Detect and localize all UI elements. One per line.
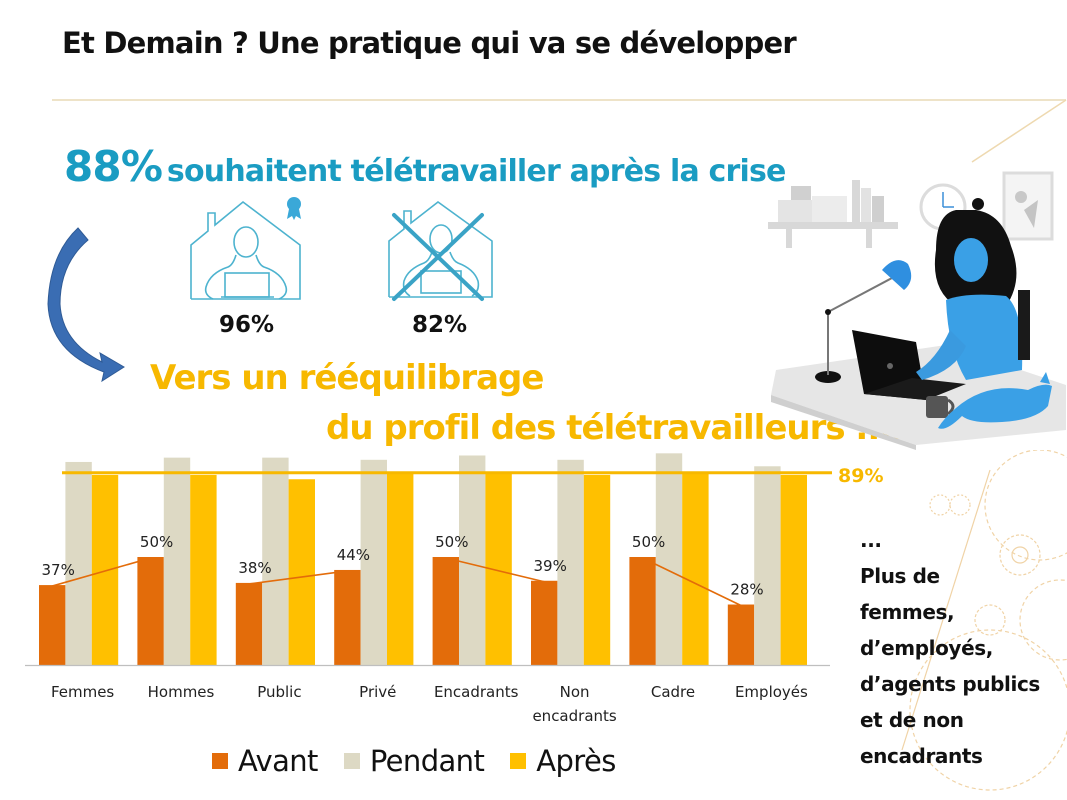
- headline-text: souhaitent télétravailler après la crise: [166, 154, 786, 189]
- legend-item-avant: Avant: [212, 744, 318, 778]
- bar-apres-1: [190, 474, 217, 665]
- picture-frame-icon: [1002, 171, 1054, 241]
- home-worker-award-icon: [190, 197, 301, 300]
- side-note-line: d’employés,: [860, 636, 993, 660]
- bar-pendant-1: [163, 457, 191, 665]
- side-note-line: femmes,: [860, 600, 955, 624]
- data-label-avant-7: 28%: [730, 581, 763, 599]
- reference-line-label: 89%: [838, 465, 883, 487]
- side-note-line: ...: [860, 528, 882, 552]
- bar-apres-0: [91, 474, 119, 665]
- data-label-avant-2: 38%: [238, 559, 271, 577]
- side-note-line: encadrants: [860, 744, 983, 768]
- bar-pendant-0: [65, 461, 92, 665]
- remote-worker-illustration: [768, 171, 1066, 450]
- category-label-4: Encadrants: [434, 683, 519, 701]
- legend-label-apres: Après: [536, 744, 616, 778]
- legend-label-avant: Avant: [238, 744, 318, 778]
- bar-apres-6: [682, 472, 709, 665]
- title-divider: [52, 99, 1066, 101]
- data-label-avant-4: 50%: [435, 533, 468, 551]
- data-label-avant-0: 37%: [42, 561, 75, 579]
- bar-pendant-5: [557, 459, 584, 665]
- category-label-3: Privé: [359, 683, 396, 701]
- bar-pendant-4: [459, 455, 486, 665]
- category-label-6: Cadre: [651, 683, 695, 701]
- gears-decoration: [901, 450, 1067, 791]
- bar-apres-7: [780, 474, 807, 665]
- slide-title: Et Demain ? Une pratique qui va se dével…: [62, 26, 797, 60]
- avant-connector-1: [248, 570, 348, 585]
- bar-pendant-7: [754, 466, 781, 665]
- subtitle-line-1: Vers un rééquilibrage: [150, 358, 544, 398]
- home-worker-crossed-stat: 82%: [412, 312, 468, 338]
- bar-avant-0: [39, 585, 66, 665]
- decorative-diagonal-line: [971, 99, 1067, 163]
- bar-avant-1: [137, 557, 164, 665]
- bar-avant-6: [629, 557, 656, 665]
- bar-avant-7: [727, 604, 755, 665]
- bar-pendant-3: [360, 459, 387, 665]
- legend-swatch-apres: [510, 753, 527, 769]
- legend-label-pendant: Pendant: [369, 744, 485, 778]
- legend-swatch-avant: [212, 753, 228, 769]
- headline: 88% souhaitent télétravailler après la c…: [64, 142, 786, 191]
- category-label-0: Femmes: [51, 683, 114, 701]
- bar-apres-5: [583, 474, 611, 665]
- data-label-avant-6: 50%: [632, 533, 665, 551]
- legend-item-apres: Après: [510, 744, 616, 778]
- bar-pendant-6: [655, 453, 683, 665]
- legend-swatch-pendant: [343, 753, 360, 769]
- bar-apres-2: [288, 479, 315, 665]
- cat-icon: [938, 372, 1052, 429]
- bar-pendant-2: [262, 457, 289, 665]
- avant-connector-2: [445, 557, 545, 583]
- side-note-line: d’agents publics: [860, 672, 1040, 696]
- legend-item-pendant: Pendant: [343, 744, 485, 778]
- category-label-7: Employés: [735, 683, 808, 701]
- bar-avant-2: [235, 582, 263, 665]
- shelf-icon: [768, 180, 898, 248]
- bar-chart: 89% 37% 50% 38% 44% 50% 39% 50% 28% Femmes Hommes P…: [25, 453, 883, 725]
- data-label-avant-5: 39%: [534, 557, 567, 575]
- bar-avant-3: [334, 569, 361, 665]
- avant-connector-3: [642, 557, 742, 607]
- avant-connector-0: [51, 557, 151, 587]
- headline-value: 88%: [64, 142, 163, 191]
- category-label-1: Hommes: [148, 683, 215, 701]
- category-label-5: encadrants: [532, 707, 616, 725]
- category-label-5: Non: [560, 683, 590, 701]
- home-worker-stat: 96%: [219, 312, 275, 338]
- data-label-avant-3: 44%: [337, 546, 370, 564]
- side-note-line: et de non: [860, 708, 964, 732]
- woman-figure: [916, 198, 1030, 380]
- subtitle-line-2: du profil des télétravailleurs ....: [326, 408, 904, 448]
- category-label-2: Public: [257, 683, 301, 701]
- bar-avant-4: [432, 557, 459, 665]
- laptop-icon: [852, 330, 966, 400]
- chart-legend: Avant Pendant Après: [212, 744, 642, 778]
- coffee-mug-icon: [926, 396, 955, 418]
- bar-avant-5: [531, 580, 558, 665]
- bar-apres-3: [387, 472, 414, 665]
- desk-lamp-icon: [815, 260, 912, 383]
- curved-arrow-icon: [47, 227, 125, 383]
- data-label-avant-1: 50%: [140, 533, 173, 551]
- side-note-line: Plus de: [860, 564, 940, 588]
- side-note: ... Plus de femmes, d’employés, d’agents…: [860, 522, 1040, 774]
- home-worker-crossed-icon: [388, 201, 493, 301]
